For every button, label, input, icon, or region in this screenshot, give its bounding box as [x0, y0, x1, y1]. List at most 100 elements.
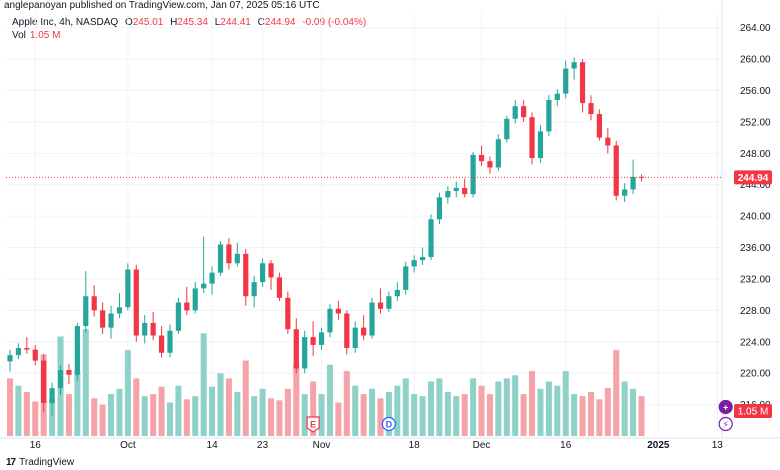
candle-body: [268, 263, 274, 278]
candle-body: [184, 302, 190, 311]
volume-bar: [183, 399, 190, 436]
volume-bar: [360, 394, 367, 436]
volume-bar: [166, 402, 173, 436]
volume-bar: [318, 394, 325, 436]
last-price-label: 244.94: [738, 173, 769, 184]
candle-body: [116, 307, 123, 314]
volume-bar: [486, 394, 493, 436]
candle-body: [478, 154, 485, 162]
candle-body: [605, 137, 611, 146]
candle-body: [487, 161, 493, 168]
volume-bar: [99, 404, 106, 436]
y-tick-label: 252.00: [740, 117, 771, 128]
candle-body: [310, 337, 316, 345]
y-tick-label: 220.00: [740, 369, 771, 380]
tradingview-mark-icon: 17: [6, 457, 16, 468]
x-tick-label: 16: [560, 440, 572, 451]
volume-bar: [242, 360, 249, 436]
candle-body: [386, 296, 392, 309]
candle-body: [142, 322, 148, 336]
change-value: -0.09 (-0.04%): [302, 17, 367, 28]
candle-body: [66, 370, 72, 375]
volume-bar: [49, 398, 56, 436]
volume-bar: [385, 392, 392, 436]
volume-bar: [326, 364, 333, 436]
high-label: H: [170, 17, 178, 28]
candle-body: [293, 329, 299, 369]
symbol-line[interactable]: Apple Inc, 4h, NASDAQ: [12, 17, 119, 28]
volume-bar: [369, 388, 376, 436]
candle-body: [563, 68, 569, 94]
event-earnings-marker: [306, 416, 320, 433]
volume-bar: [293, 362, 300, 436]
candle-body: [234, 253, 240, 264]
y-tick-label: 244.00: [740, 180, 771, 191]
candle-body: [158, 335, 165, 353]
x-tick-label: Oct: [120, 440, 136, 451]
volume-bar: [192, 396, 199, 436]
candle-body: [251, 282, 257, 297]
volume-bar: [65, 394, 72, 436]
candle-body: [108, 313, 114, 328]
volume-bar: [343, 371, 350, 436]
volume-bar: [74, 371, 81, 436]
y-tick-label: 228.00: [740, 306, 771, 317]
candle-body: [125, 269, 131, 308]
volume-bar: [554, 385, 561, 436]
volume-bar: [495, 381, 502, 436]
volume-bar: [377, 398, 384, 436]
x-tick-label: Nov: [313, 440, 331, 451]
candle-body: [175, 302, 181, 331]
candle-body: [369, 302, 375, 336]
candle-body: [335, 308, 341, 314]
volume-bar: [15, 385, 22, 436]
volume-bar: [571, 394, 578, 436]
event-marker-split: [718, 416, 733, 432]
candle-body: [91, 296, 97, 311]
candle-body: [243, 253, 249, 297]
volume-bar: [200, 333, 207, 436]
y-tick-label: 236.00: [740, 243, 771, 254]
volume-bar: [116, 388, 123, 436]
close-label: C: [257, 17, 265, 28]
candle-body: [411, 260, 417, 267]
candle-body: [7, 355, 13, 362]
candle-body: [24, 348, 30, 350]
high-value: 245.34: [177, 17, 208, 28]
candle-body: [419, 256, 426, 261]
candle-body: [226, 244, 232, 264]
volume-bar: [91, 398, 98, 436]
volume-tag-label: 1.05 M: [738, 407, 769, 418]
candle-body: [41, 360, 47, 404]
volume-bar: [545, 381, 552, 436]
volume-bar: [503, 378, 510, 436]
low-label: L: [214, 17, 221, 28]
tradingview-logo[interactable]: 17 TradingView: [6, 457, 74, 468]
volume-bar: [587, 392, 594, 436]
open-label: O: [124, 17, 133, 28]
volume-bar: [394, 385, 401, 436]
event-marker-dividend: [381, 416, 396, 432]
open-value: 245.01: [132, 17, 164, 28]
x-tick-label: 23: [257, 440, 269, 451]
candle-body: [150, 322, 156, 336]
volume-bar: [301, 394, 308, 436]
tradingview-logo-text: TradingView: [19, 457, 75, 468]
candle-body: [470, 154, 476, 195]
volume-bar: [268, 398, 275, 436]
candle-body: [529, 117, 535, 159]
volume-bar: [259, 388, 266, 436]
event-marker-label: E: [310, 420, 316, 430]
volume-bar: [411, 394, 418, 436]
volume-bar: [7, 378, 13, 436]
y-tick-label: 232.00: [740, 274, 771, 285]
candle-body: [512, 106, 518, 119]
candle-body: [630, 176, 636, 190]
candle-body: [361, 327, 367, 336]
candle-body: [344, 313, 350, 349]
volume-bar: [158, 386, 165, 436]
candle-body: [495, 139, 501, 168]
volume-bar: [251, 396, 258, 436]
